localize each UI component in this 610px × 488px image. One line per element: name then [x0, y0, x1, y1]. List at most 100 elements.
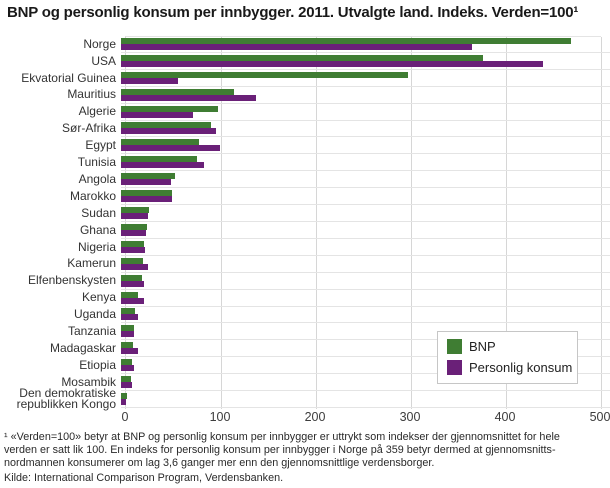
konsum-bar [121, 263, 149, 270]
bar-zone [121, 256, 610, 273]
konsum-bar [121, 365, 134, 372]
category-label: Marokko [69, 188, 116, 203]
bar-row: Ekvatorial Guinea [0, 70, 610, 87]
konsum-bar [121, 145, 220, 152]
legend: BNP Personlig konsum [437, 331, 578, 384]
bar-zone [121, 70, 610, 87]
konsum-bar [121, 331, 134, 338]
plot-area: Norge USA Ekvatorial Guinea Mauritius Algeri… [0, 36, 610, 410]
konsum-bar [121, 246, 146, 253]
bnp-bar [121, 105, 218, 112]
chart-title: BNP og personlig konsum per innbygger. 2… [7, 4, 579, 21]
category-label: Tanzania [67, 324, 116, 339]
bnp-bar [121, 392, 127, 399]
bar-row: Tanzania [0, 323, 610, 341]
bar-row: Algerie [0, 104, 610, 121]
bnp-bar [121, 190, 172, 197]
konsum-bar [121, 128, 216, 135]
bar-zone [121, 104, 610, 121]
bar-row: Sudan [0, 205, 610, 222]
footnote-line: ¹ «Verden=100» betyr at BNP og personlig… [4, 431, 560, 443]
bar-zone [121, 188, 610, 206]
x-tick-label: 200 [304, 410, 326, 424]
konsum-bar [121, 162, 205, 169]
gridline [601, 37, 602, 409]
category-label: Kamerun [67, 256, 116, 271]
bnp-bar [121, 207, 150, 214]
bnp-bar [121, 223, 148, 230]
konsum-bar [121, 60, 544, 67]
bar-row: USA [0, 53, 610, 70]
bnp-bar [121, 173, 175, 180]
konsum-bar [121, 43, 473, 50]
category-label: Nigeria [77, 239, 116, 254]
konsum-bar [121, 297, 145, 304]
bnp-bar [121, 88, 235, 95]
category-label: Norge [83, 36, 116, 51]
bar-row: Mauritius [0, 87, 610, 104]
bar-zone [121, 323, 610, 341]
gridline [316, 37, 317, 409]
bnp-bar [121, 376, 131, 383]
konsum-bar [121, 382, 132, 389]
konsum-bar [121, 213, 149, 220]
footnote-line: verden er satt lik 100. En indeks for pe… [4, 444, 556, 457]
bar-zone [121, 205, 610, 222]
source-line: Kilde: International Comparison Program,… [4, 472, 284, 484]
bnp-bar [121, 274, 142, 281]
konsum-bar [121, 196, 172, 203]
bar-row: Egypt [0, 137, 610, 155]
x-tick-label: 300 [399, 410, 421, 424]
category-label: Uganda [73, 307, 116, 322]
bar-row: Sør-Afrika [0, 121, 610, 138]
x-tick-label: 400 [494, 410, 516, 424]
bar-zone [121, 137, 610, 155]
konsum-bar [121, 229, 147, 236]
gridline [411, 37, 412, 409]
gridline [506, 37, 507, 409]
bar-row: Kenya [0, 290, 610, 307]
konsum-bar [121, 348, 138, 355]
legend-label-konsum: Personlig konsum [469, 360, 573, 375]
bnp-bar [121, 359, 132, 366]
category-label: Sør-Afrika [62, 121, 116, 136]
x-tick-label: 100 [209, 410, 231, 424]
bar-zone [121, 357, 610, 375]
konsum-bar [121, 398, 126, 405]
category-label: Etiopia [79, 357, 116, 372]
category-label: Angola [78, 171, 116, 186]
bar-row: Angola [0, 171, 610, 189]
bar-row: Kamerun [0, 256, 610, 273]
x-axis: 0 100 200 300 400 500 [121, 410, 610, 426]
konsum-bar [121, 280, 145, 287]
bar-zone [121, 239, 610, 256]
bar-zone [121, 171, 610, 189]
category-label: Ekvatorial Guinea [21, 70, 116, 85]
bar-zone [121, 222, 610, 239]
bar-row: Mosambik [0, 374, 610, 392]
bnp-bar [121, 291, 138, 298]
bar-zone [121, 36, 610, 53]
bar-row: Etiopia [0, 357, 610, 375]
category-label: Madagaskar [49, 341, 116, 356]
konsum-bar [121, 179, 171, 186]
bar-zone [121, 53, 610, 70]
bar-zone [121, 340, 610, 358]
x-tick-label: 0 [121, 410, 129, 424]
bar-row: Norge [0, 36, 610, 53]
bnp-bar [121, 325, 134, 332]
category-label: Egypt [85, 138, 116, 153]
legend-item-konsum: Personlig konsum [447, 360, 572, 375]
konsum-bar [121, 77, 178, 84]
bar-zone [121, 374, 610, 392]
category-label: Algerie [78, 104, 116, 119]
bar-row: Uganda [0, 307, 610, 324]
category-label: Kenya [81, 290, 116, 305]
bar-zone [121, 154, 610, 172]
bnp-bar [121, 139, 200, 146]
bnp-bar [121, 156, 198, 163]
bar-zone [121, 290, 610, 307]
bnp-bar [121, 342, 133, 349]
bar-row: Madagaskar [0, 340, 610, 358]
